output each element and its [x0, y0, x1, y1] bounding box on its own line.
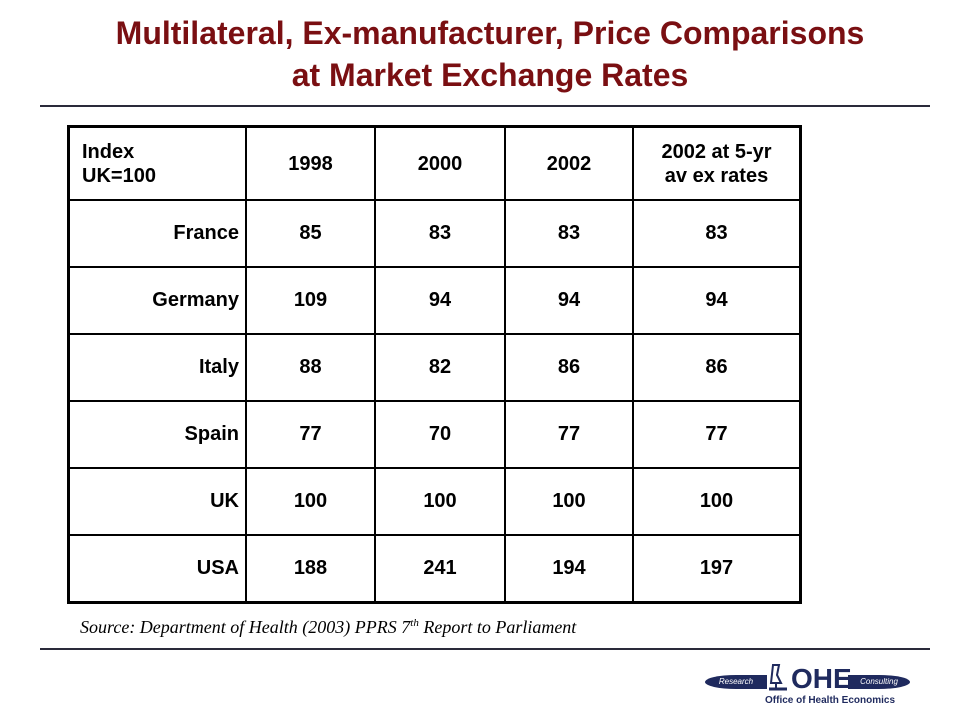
logo-tagline: Office of Health Economics — [765, 695, 896, 706]
table-cell: 83 — [504, 199, 634, 268]
table-cell: 77 — [245, 400, 376, 469]
corner-header-line-1: Index — [82, 140, 135, 163]
table-cell: 94 — [374, 266, 506, 335]
table-cell: 85 — [245, 199, 376, 268]
logo-research-pill: Research — [705, 675, 767, 689]
source-text-suffix: Report to Parliament — [418, 617, 577, 637]
table-cell: 100 — [632, 467, 802, 536]
logo-consulting-pill: Consulting — [848, 675, 910, 689]
table-row: Germany 109 94 94 94 — [67, 266, 802, 335]
row-header: France — [67, 199, 247, 268]
ohe-logo: Research OHE Consulting Office of Health… — [705, 655, 910, 710]
source-superscript: th — [410, 617, 419, 629]
table-cell: 241 — [374, 534, 506, 604]
table-cell: 94 — [504, 266, 634, 335]
column-header: 2002 — [504, 125, 634, 201]
table-cell: 100 — [374, 467, 506, 536]
column-header-line-2: av ex rates — [664, 164, 769, 187]
table-cell: 88 — [245, 333, 376, 402]
corner-header-line-2: UK=100 — [82, 164, 156, 187]
slide-title: Multilateral, Ex-manufacturer, Price Com… — [40, 12, 940, 96]
title-line-2: at Market Exchange Rates — [291, 57, 689, 93]
source-citation: Source: Department of Health (2003) PPRS… — [80, 617, 576, 638]
table-row: UK 100 100 100 100 — [67, 467, 802, 536]
title-line-1: Multilateral, Ex-manufacturer, Price Com… — [115, 15, 865, 51]
table-cell: 83 — [374, 199, 506, 268]
top-divider — [40, 105, 930, 107]
table-cell: 83 — [632, 199, 802, 268]
table-header-row: Index UK=100 1998 2000 2002 2002 at 5-yr… — [67, 125, 802, 201]
source-text: Source: Department of Health (2003) PPRS… — [80, 617, 411, 637]
column-header-5yr-average: 2002 at 5-yr av ex rates — [632, 125, 802, 201]
table-row: USA 188 241 194 197 — [67, 534, 802, 604]
bottom-divider — [40, 648, 930, 650]
table-cell: 86 — [632, 333, 802, 402]
table-cell: 94 — [632, 266, 802, 335]
row-header: USA — [67, 534, 247, 604]
table-row: Italy 88 82 86 86 — [67, 333, 802, 402]
price-comparison-table: Index UK=100 1998 2000 2002 2002 at 5-yr… — [67, 125, 802, 604]
table-cell: 100 — [245, 467, 376, 536]
table-cell: 188 — [245, 534, 376, 604]
column-header-line-1: 2002 at 5-yr — [661, 140, 772, 163]
row-header: UK — [67, 467, 247, 536]
table-cell: 197 — [632, 534, 802, 604]
table-cell: 70 — [374, 400, 506, 469]
table-cell: 194 — [504, 534, 634, 604]
row-header: Italy — [67, 333, 247, 402]
table-cell: 86 — [504, 333, 634, 402]
row-header: Germany — [67, 266, 247, 335]
column-header: 2000 — [374, 125, 506, 201]
row-header: Spain — [67, 400, 247, 469]
table-cell: 100 — [504, 467, 634, 536]
logo-brand: OHE — [791, 663, 852, 694]
column-header: 1998 — [245, 125, 376, 201]
corner-header-cell: Index UK=100 — [67, 125, 247, 201]
table-cell: 77 — [632, 400, 802, 469]
table-row: Spain 77 70 77 77 — [67, 400, 802, 469]
table-row: France 85 83 83 83 — [67, 199, 802, 268]
table-cell: 109 — [245, 266, 376, 335]
table-cell: 77 — [504, 400, 634, 469]
microscope-icon — [769, 664, 787, 691]
table-cell: 82 — [374, 333, 506, 402]
